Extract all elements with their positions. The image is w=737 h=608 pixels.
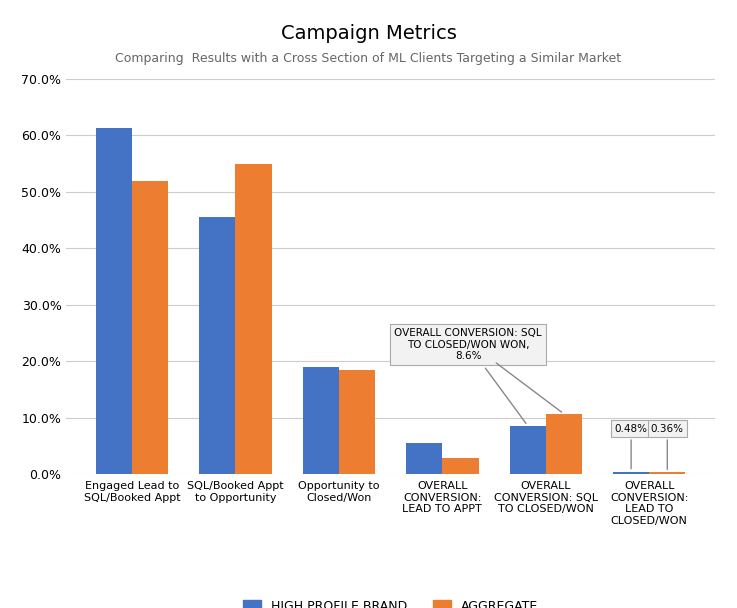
Text: 0.36%: 0.36% [651,424,684,469]
Bar [303,367,339,474]
Text: Comparing  Results with a Cross Section of ML Clients Targeting a Similar Market: Comparing Results with a Cross Section o… [116,52,621,64]
Text: 0.48%: 0.48% [615,424,648,469]
Legend: HIGH PROFILE BRAND, AGGREGATE: HIGH PROFILE BRAND, AGGREGATE [237,595,544,608]
Bar [199,217,235,474]
Bar [442,458,478,474]
Bar [546,414,582,474]
Bar [339,370,375,474]
Bar [613,472,649,474]
Bar [649,472,685,474]
Bar [96,128,132,474]
Text: Campaign Metrics: Campaign Metrics [281,24,456,43]
Bar [509,426,546,474]
Bar [132,181,168,474]
Bar [235,164,272,474]
Bar [406,443,442,474]
Text: OVERALL CONVERSION: SQL
TO CLOSED/WON WON,
8.6%: OVERALL CONVERSION: SQL TO CLOSED/WON WO… [394,328,542,423]
